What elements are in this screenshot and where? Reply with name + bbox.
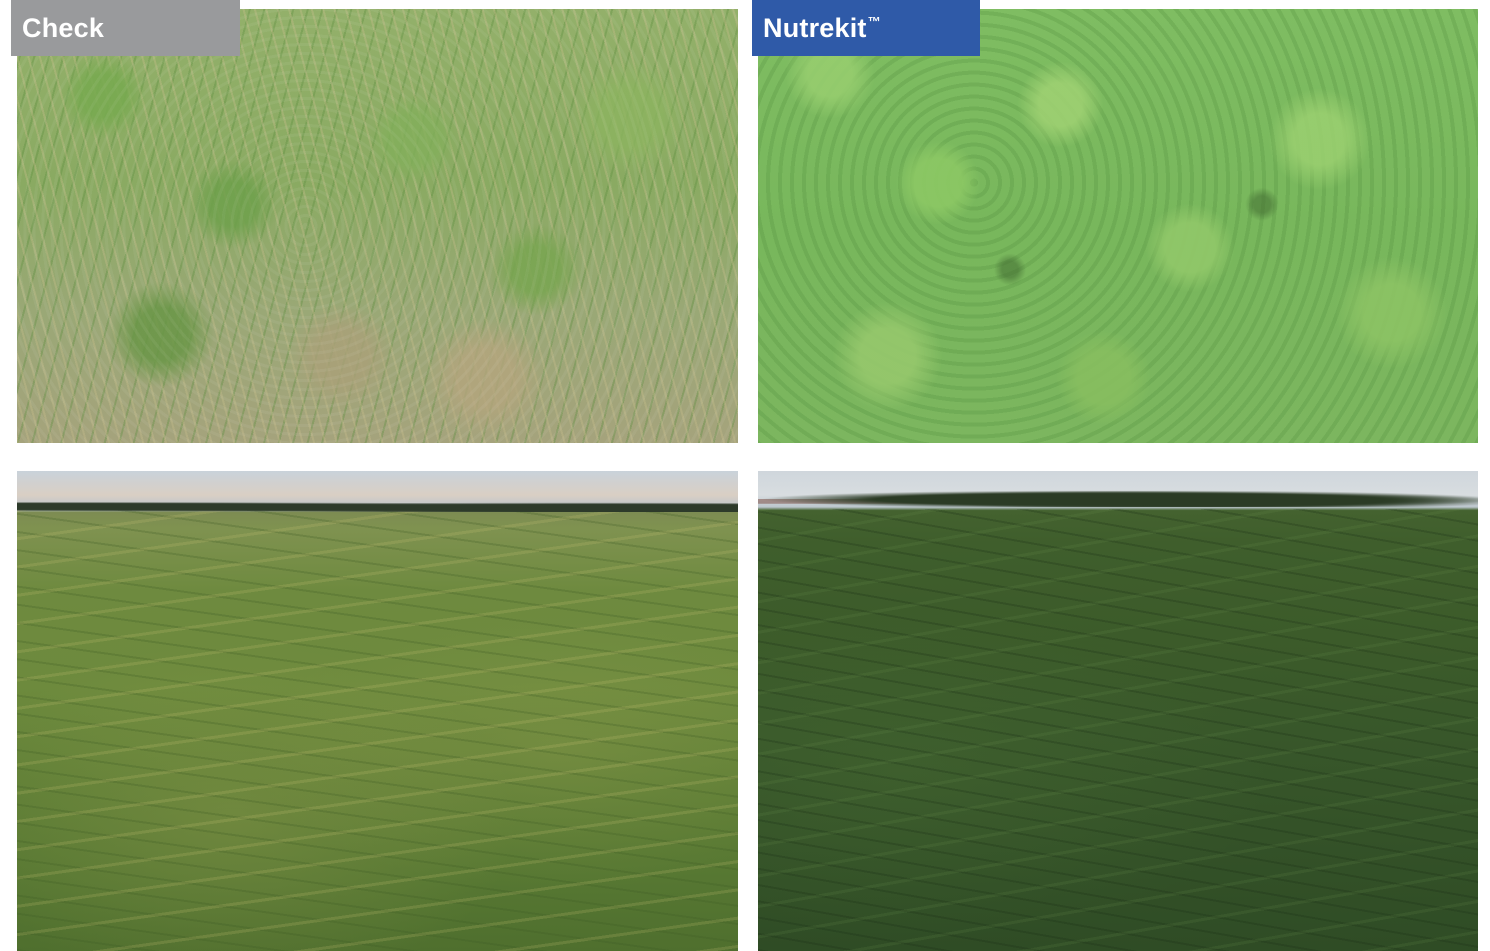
nutrekit-field-photo [758,471,1478,951]
horizon-treeline [17,500,738,513]
nutrekit-label: Nutrekit™ [752,0,980,56]
nutrekit-label-text: Nutrekit [763,13,867,43]
check-label: Check [11,0,240,56]
trademark-symbol: ™ [867,14,881,29]
horizon-treeline [758,487,1478,507]
check-field-photo [17,471,738,951]
check-label-text: Check [22,13,105,43]
nutrekit-closeup-photo [758,9,1478,443]
check-closeup-photo [17,9,738,443]
